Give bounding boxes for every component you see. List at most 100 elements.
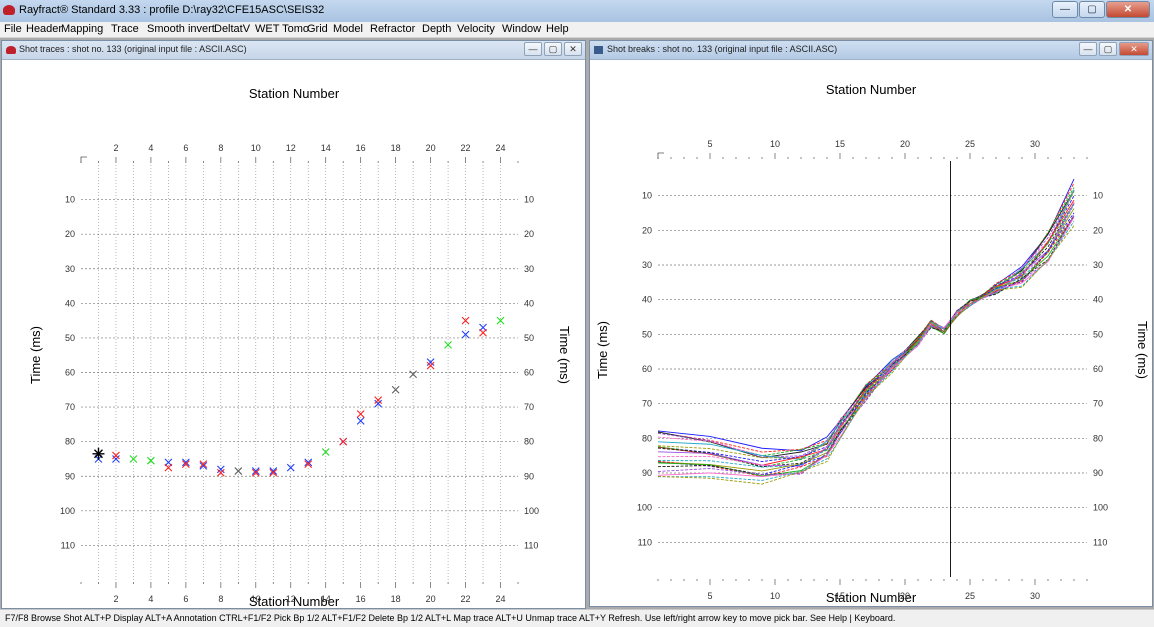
pick-marker — [112, 455, 120, 463]
right-y-tick-left: 40 — [642, 295, 652, 305]
break-curve — [657, 178, 1075, 452]
left-y-tick-right: 80 — [524, 437, 534, 447]
left-x-tick-top: 6 — [183, 143, 188, 153]
right-y-tick-left: 110 — [638, 537, 652, 547]
right-x-tick-bottom: 10 — [770, 591, 780, 601]
right-y-tick-right: 10 — [1093, 191, 1103, 201]
shot-breaks-minimize-button[interactable]: — — [1079, 42, 1097, 56]
left-x-tick-bottom: 12 — [286, 594, 296, 604]
right-y-tick-left: 30 — [642, 260, 652, 270]
shot-breaks-close-button[interactable]: ✕ — [1119, 42, 1149, 56]
menu-wet-tomo[interactable]: WET Tomo — [255, 23, 309, 35]
menu-mapping[interactable]: Mapping — [61, 23, 104, 35]
app-close-button[interactable]: ✕ — [1106, 1, 1150, 18]
menu-help[interactable]: Help — [546, 23, 569, 35]
right-y-tick-left: 10 — [642, 191, 652, 201]
pick-marker — [356, 417, 365, 425]
left-y-tick-right: 20 — [524, 229, 534, 239]
menu-depth[interactable]: Depth — [422, 23, 452, 35]
shot-traces-titlebar[interactable]: Shot traces : shot no. 133 (original inp… — [2, 41, 585, 60]
pick-marker — [164, 463, 173, 472]
left-y-tick-right: 90 — [524, 471, 534, 481]
left-y-tick-left: 80 — [65, 437, 75, 447]
shot-traces-plot[interactable]: Station Number Station Number Time (ms) … — [2, 60, 585, 608]
pick-marker — [374, 396, 383, 405]
left-y-tick-left: 40 — [65, 298, 75, 308]
shot-breaks-plot[interactable]: Station Number Station Number Time (ms) … — [590, 60, 1152, 606]
left-x-tick-bottom: 6 — [183, 594, 188, 604]
app-minimize-button[interactable]: — — [1052, 1, 1078, 18]
right-y-tick-right: 60 — [1093, 364, 1103, 374]
right-y-tick-left: 100 — [637, 503, 652, 513]
right-x-tick-bottom: 15 — [835, 591, 845, 601]
right-x-tick-bottom: 25 — [965, 591, 975, 601]
left-x-tick-bottom: 16 — [356, 594, 366, 604]
shot-breaks-title: Shot breaks : shot no. 133 (original inp… — [607, 44, 838, 54]
right-x-tick-top: 25 — [965, 139, 975, 149]
right-y-tick-right: 30 — [1093, 260, 1103, 270]
break-curve — [657, 190, 1075, 458]
left-y-tick-left: 90 — [65, 471, 75, 481]
shot-breaks-titlebar[interactable]: Shot breaks : shot no. 133 (original inp… — [590, 41, 1152, 60]
break-curve — [657, 199, 1075, 466]
left-ylabel-right: Time (ms) — [557, 326, 572, 384]
left-x-tick-top: 18 — [391, 143, 401, 153]
pick-marker — [269, 467, 278, 475]
pick-marker — [216, 468, 225, 477]
right-y-tick-left: 20 — [642, 225, 652, 235]
shot-traces-maximize-button[interactable]: ▢ — [544, 42, 562, 56]
break-curve — [657, 203, 1075, 468]
shot-traces-minimize-button[interactable]: — — [524, 42, 542, 56]
left-y-tick-left: 110 — [61, 540, 75, 550]
menu-header[interactable]: Header — [26, 23, 63, 35]
right-x-tick-top: 30 — [1030, 139, 1040, 149]
left-y-tick-right: 50 — [524, 333, 534, 343]
left-x-tick-top: 4 — [148, 143, 153, 153]
window-icon — [594, 46, 603, 54]
menu-window[interactable]: Window — [502, 23, 542, 35]
left-y-tick-left: 10 — [65, 195, 75, 205]
pick-marker — [269, 468, 278, 477]
menu-refractor[interactable]: Refractor — [370, 23, 416, 35]
menu-velocity[interactable]: Velocity — [457, 23, 495, 35]
break-curve — [657, 202, 1075, 468]
shot-breaks-maximize-button[interactable]: ▢ — [1099, 42, 1117, 56]
right-xlabel-bottom: Station Number — [826, 590, 917, 605]
left-y-tick-left: 50 — [65, 333, 75, 343]
right-y-tick-left: 80 — [642, 433, 652, 443]
shot-traces-window[interactable]: Shot traces : shot no. 133 (original inp… — [1, 40, 586, 609]
right-x-tick-top: 10 — [770, 139, 780, 149]
right-x-tick-bottom: 5 — [707, 591, 712, 601]
pick-marker — [216, 465, 225, 474]
pick-marker — [321, 448, 330, 456]
pick-marker — [461, 330, 470, 339]
menu-trace[interactable]: Trace — [111, 23, 139, 35]
app-logo-icon — [3, 5, 15, 15]
shot-traces-close-button[interactable]: ✕ — [564, 42, 582, 56]
right-y-tick-left: 50 — [642, 329, 652, 339]
right-x-tick-top: 15 — [835, 139, 845, 149]
pick-marker — [181, 460, 190, 469]
right-x-tick-top: 20 — [900, 139, 910, 149]
break-curve — [657, 220, 1075, 481]
pick-marker — [461, 316, 470, 325]
mdi-workspace: Shot traces : shot no. 133 (original inp… — [0, 38, 1154, 609]
left-x-tick-top: 8 — [218, 143, 223, 153]
left-x-tick-bottom: 2 — [113, 594, 118, 604]
menu-model[interactable]: Model — [333, 23, 363, 35]
left-y-tick-left: 70 — [65, 402, 75, 412]
pick-marker — [304, 460, 313, 469]
pick-marker — [251, 468, 260, 477]
pick-marker — [339, 437, 348, 446]
pick-marker — [426, 358, 435, 367]
break-curve — [657, 214, 1075, 476]
break-curve — [657, 214, 1075, 475]
menu-grid[interactable]: Grid — [307, 23, 328, 35]
menu-smooth-invert[interactable]: Smooth invert — [147, 23, 215, 35]
menu-deltatv[interactable]: DeltatV — [214, 23, 251, 35]
menu-file[interactable]: File — [4, 23, 22, 35]
app-titlebar: Rayfract® Standard 3.33 : profile D:\ray… — [0, 0, 1154, 23]
right-xlabel-top: Station Number — [826, 82, 917, 97]
shot-breaks-window[interactable]: Shot breaks : shot no. 133 (original inp… — [589, 40, 1153, 607]
app-maximize-button[interactable]: ▢ — [1079, 1, 1105, 18]
